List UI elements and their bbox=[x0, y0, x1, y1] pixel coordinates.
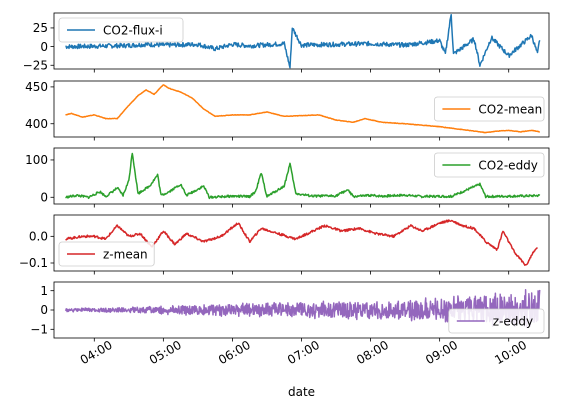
panel-4: 0.0 −0.1 z-mean bbox=[19, 214, 550, 275]
panel-1: 25 0 −25 CO2-flux-i bbox=[23, 12, 550, 73]
x-axis: 04:00 05:00 06:00 07:00 08:00 09:00 10:00 bbox=[78, 338, 529, 367]
x-axis-label: date bbox=[288, 385, 315, 399]
CO2-flux-i-series-line bbox=[65, 13, 541, 69]
panel-2: 450 400 CO2-mean bbox=[25, 80, 550, 141]
x-tick-label: 08:00 bbox=[354, 338, 391, 367]
legend: CO2-eddy bbox=[433, 152, 545, 178]
panel-5: 1 0 −1 z-eddy bbox=[30, 281, 550, 342]
x-tick-label: 06:00 bbox=[216, 338, 253, 367]
y-tick-label: 400 bbox=[25, 117, 48, 131]
y-tick-label: 100 bbox=[25, 153, 48, 167]
z-mean-series-line bbox=[65, 219, 538, 266]
legend: CO2-flux-i bbox=[58, 17, 184, 43]
y-tick-label: −0.1 bbox=[19, 256, 48, 270]
y-tick-label: 0.0 bbox=[29, 230, 48, 244]
panel-3: 100 0 CO2-eddy bbox=[25, 147, 550, 208]
legend-box bbox=[58, 241, 155, 267]
y-tick-label: 1 bbox=[40, 284, 48, 298]
x-tick-label: 07:00 bbox=[285, 338, 322, 367]
panels: 25 0 −25 CO2-flux-i 450 400 CO2-mean 100 0 CO2-ed… bbox=[19, 12, 550, 342]
legend-box bbox=[433, 152, 545, 178]
legend: z-mean bbox=[58, 241, 155, 267]
y-tick-label: 0 bbox=[40, 303, 48, 317]
legend: CO2-mean bbox=[433, 96, 545, 122]
legend-box bbox=[58, 17, 184, 43]
y-tick-label: −1 bbox=[30, 323, 48, 337]
y-tick-label: 0 bbox=[40, 40, 48, 54]
legend: z-eddy bbox=[448, 308, 545, 334]
CO2-eddy-series-line bbox=[65, 152, 541, 200]
x-tick-label: 04:00 bbox=[78, 338, 115, 367]
legend-label: CO2-eddy bbox=[478, 158, 538, 172]
legend-label: CO2-flux-i bbox=[103, 23, 163, 37]
y-tick-label: 25 bbox=[33, 21, 48, 35]
legend-label: CO2-mean bbox=[478, 102, 542, 116]
x-tick-label: 05:00 bbox=[147, 338, 184, 367]
CO2-mean-series-line bbox=[65, 84, 541, 134]
x-tick-label: 10:00 bbox=[492, 338, 529, 367]
legend-box bbox=[433, 96, 545, 122]
y-tick-label: 0 bbox=[40, 190, 48, 204]
legend-box bbox=[448, 308, 545, 334]
x-tick-label: 09:00 bbox=[423, 338, 460, 367]
y-tick-label: −25 bbox=[23, 58, 48, 72]
legend-label: z-eddy bbox=[493, 314, 533, 328]
y-tick-label: 450 bbox=[25, 80, 48, 94]
legend-label: z-mean bbox=[103, 247, 148, 261]
